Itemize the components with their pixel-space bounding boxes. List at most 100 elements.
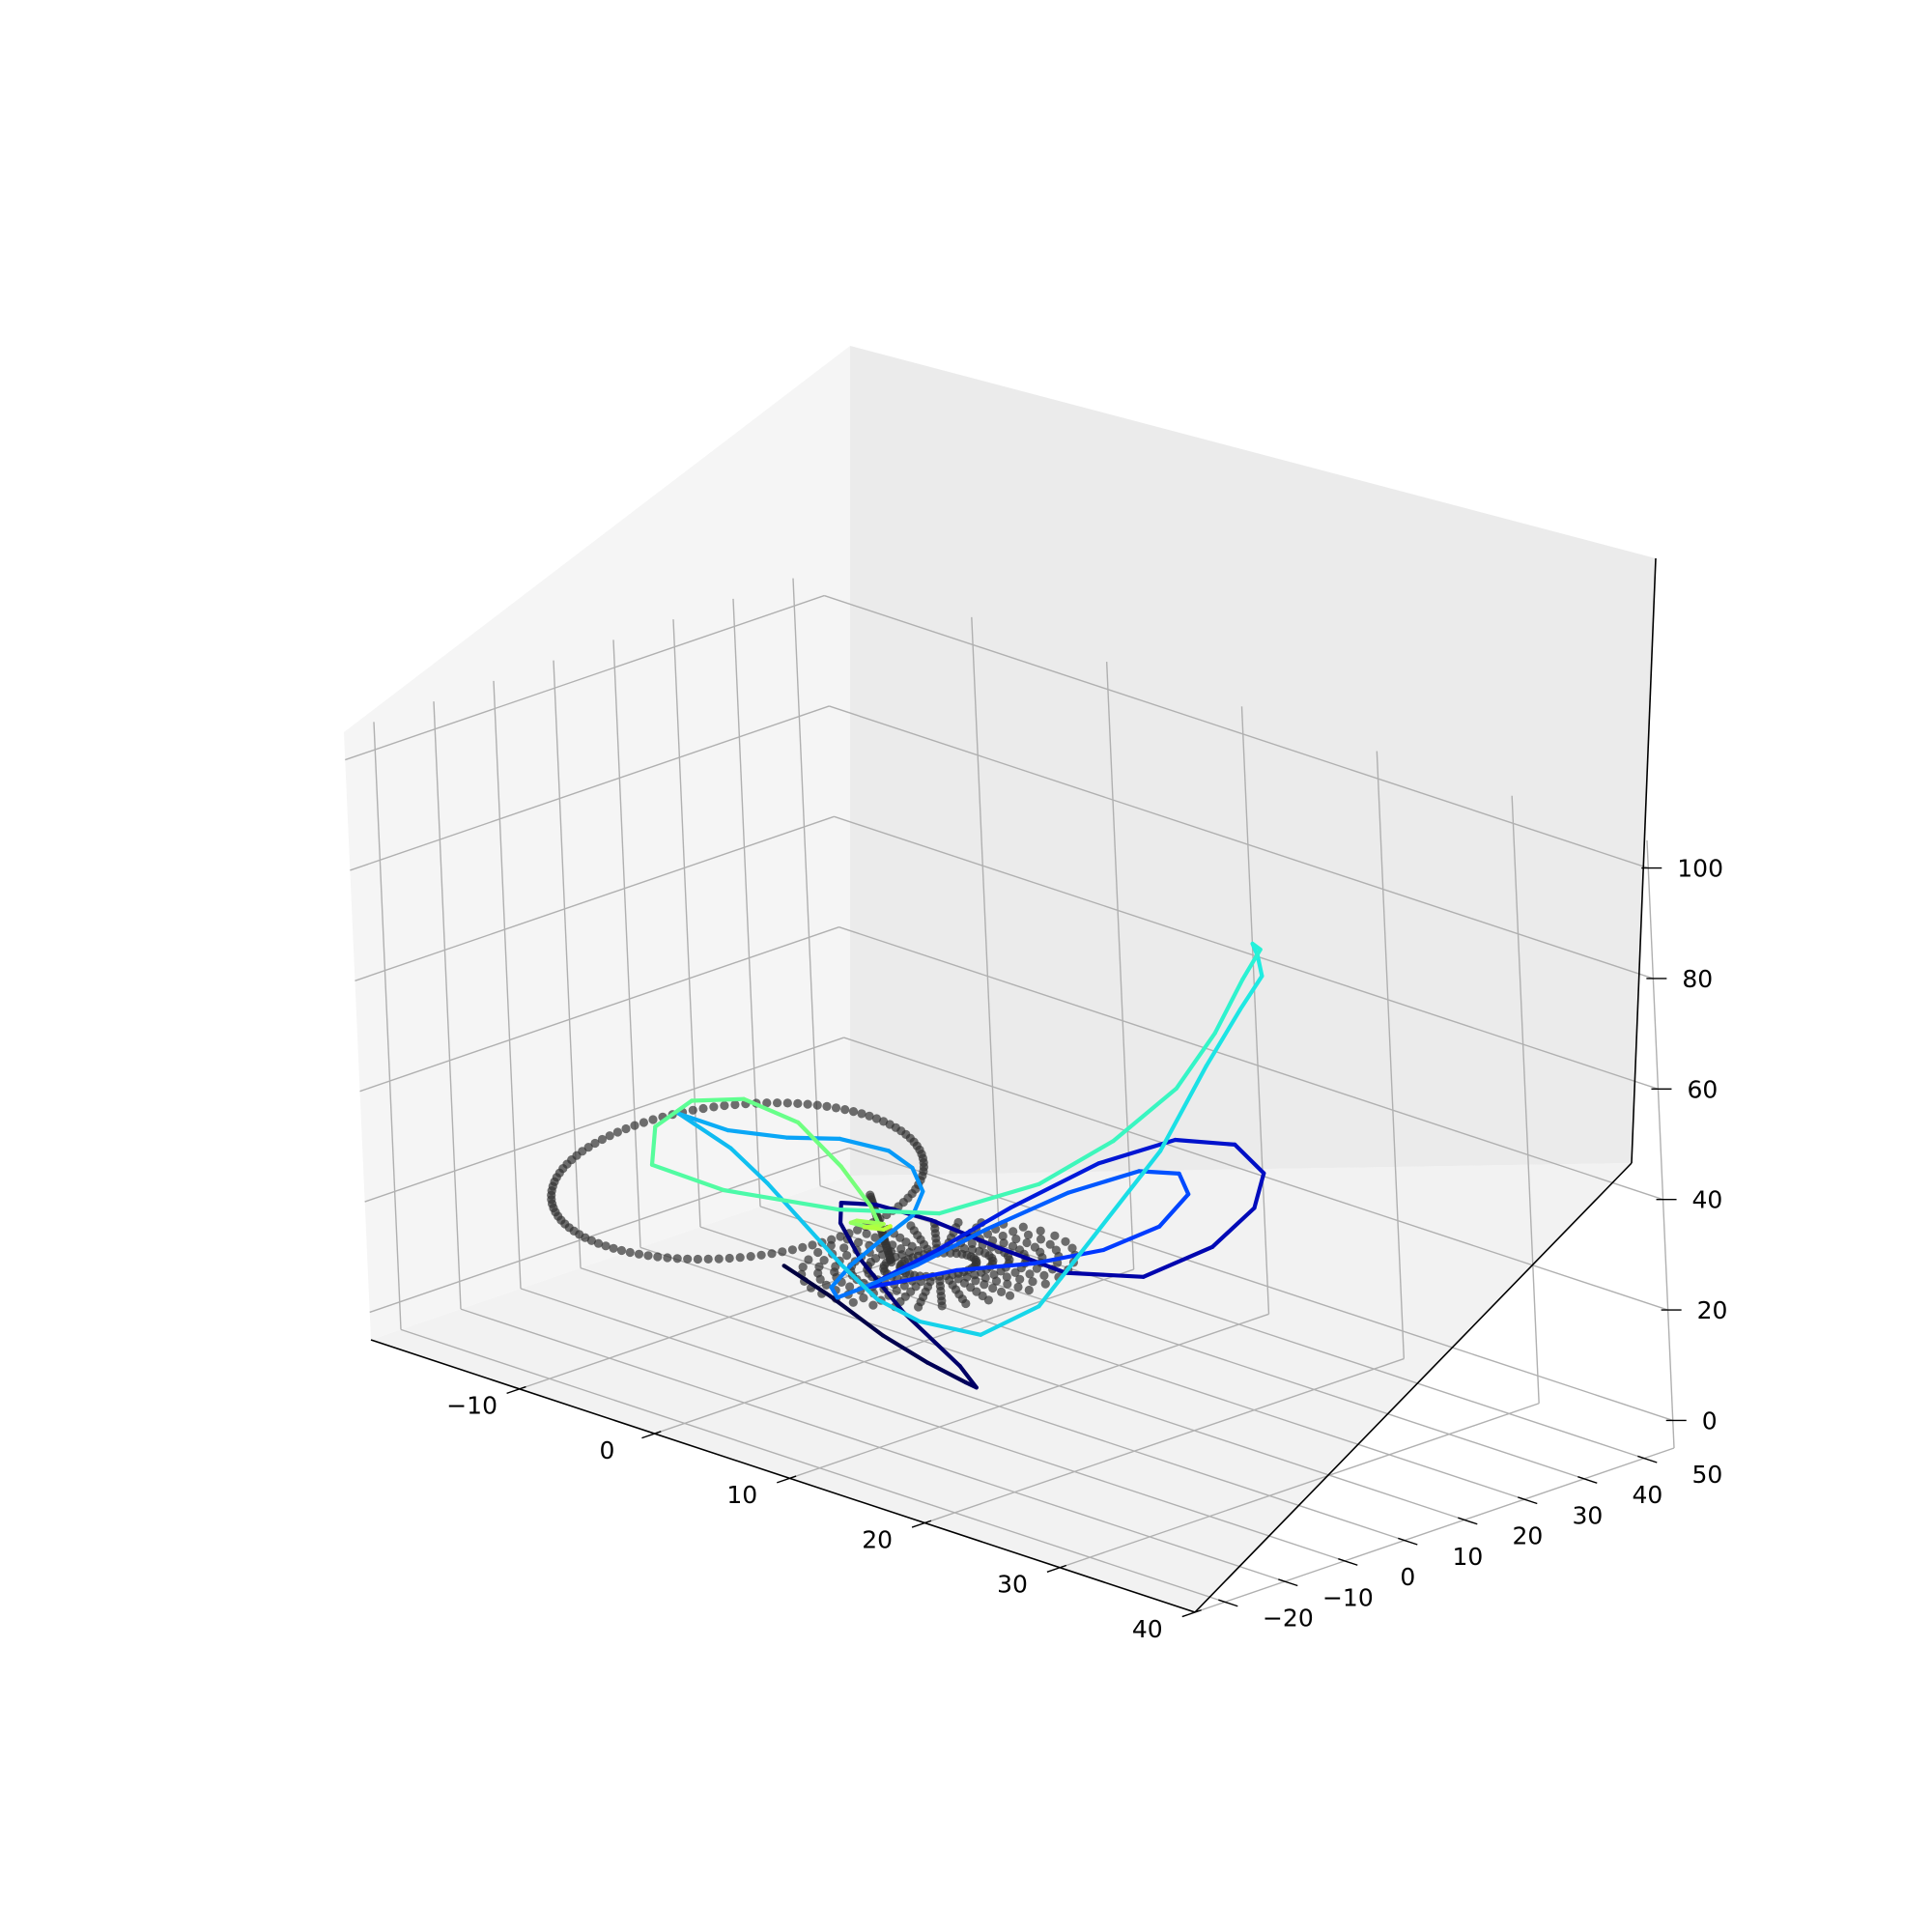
scatter-point xyxy=(989,1269,999,1280)
x-tick xyxy=(641,1431,662,1439)
scatter-point xyxy=(870,1233,880,1242)
scatter-point xyxy=(597,1134,608,1145)
y-tick-label: 30 xyxy=(1572,1501,1603,1529)
x-tick xyxy=(911,1520,932,1528)
x-tick-label: 40 xyxy=(1132,1615,1163,1643)
x-tick-label: 30 xyxy=(997,1571,1028,1599)
trajectory-segment xyxy=(1065,1169,1142,1195)
scatter-point xyxy=(1003,1279,1012,1289)
scatter-point xyxy=(840,1105,850,1115)
scatter-point xyxy=(730,1099,740,1110)
x-tick xyxy=(1046,1564,1067,1573)
trajectory-segment xyxy=(953,1261,1037,1273)
y-tick-label: −20 xyxy=(1263,1605,1314,1633)
y-grid-floor xyxy=(400,1328,1226,1604)
scatter-point xyxy=(853,1225,863,1235)
trajectory-segment xyxy=(875,1297,923,1324)
trajectory-segment xyxy=(802,1221,843,1267)
scatter-point xyxy=(836,1232,845,1241)
trajectory-segment xyxy=(838,1200,843,1226)
trajectory-segment xyxy=(781,1264,833,1298)
x-tick-label: 10 xyxy=(726,1481,757,1509)
scatter-point xyxy=(1015,1245,1025,1255)
y-tick xyxy=(1458,1517,1478,1525)
floor-pane xyxy=(371,1163,1632,1612)
scatter-point xyxy=(1050,1231,1060,1240)
y-grid-floor xyxy=(639,1246,1465,1521)
scatter-point xyxy=(586,1236,597,1245)
scatter-point xyxy=(862,1229,871,1238)
scatter-point xyxy=(812,1100,822,1110)
trajectory-segment xyxy=(895,1267,959,1285)
scatter-point xyxy=(625,1247,635,1258)
trajectory-segment xyxy=(838,1262,880,1302)
trajectory-segment xyxy=(1092,1149,1163,1238)
scatter-point xyxy=(1015,1274,1025,1284)
scatter-point xyxy=(859,1293,868,1303)
scatter-point xyxy=(1013,1282,1023,1292)
scatter-point xyxy=(590,1138,600,1149)
scatter-point xyxy=(724,1253,734,1264)
scatter-point xyxy=(630,1121,639,1130)
scatter-point xyxy=(787,1245,798,1255)
scatter-point xyxy=(854,1237,864,1247)
trajectory-segment xyxy=(984,1190,1071,1232)
y-tick-label: 0 xyxy=(1400,1563,1415,1591)
z-tick-label: 80 xyxy=(1682,965,1713,993)
scatter-point xyxy=(822,1101,832,1111)
trajectory-segment xyxy=(1177,1171,1191,1197)
scatter-point xyxy=(773,1098,782,1108)
scatter-point xyxy=(683,1254,693,1264)
trajectory-segment xyxy=(997,1245,1068,1275)
trajectory-segment xyxy=(649,1162,726,1193)
trajectory-segment xyxy=(934,1205,1013,1253)
trajectory-segment xyxy=(1212,977,1245,1036)
scatter-point xyxy=(601,1241,611,1251)
y-grid-floor xyxy=(759,1206,1585,1480)
trajectory-segment xyxy=(937,1181,1041,1216)
z-grid-side xyxy=(369,1147,849,1314)
scatter-point xyxy=(1024,1285,1034,1295)
data-layer xyxy=(547,941,1266,1390)
trajectory-segment xyxy=(721,1187,841,1212)
scatter-point xyxy=(1028,1277,1037,1287)
scatter-point xyxy=(999,1238,1009,1248)
trajectory-segment xyxy=(917,1319,983,1337)
z-grid-back xyxy=(824,594,1649,869)
x-axis-line xyxy=(370,1339,1196,1613)
scatter-point xyxy=(819,1256,829,1265)
trajectory-segment xyxy=(1173,1137,1237,1148)
scatter-point xyxy=(1036,1226,1045,1236)
scatter-point xyxy=(698,1103,708,1114)
scatter-point xyxy=(735,1253,745,1263)
scatter-point xyxy=(648,1115,658,1124)
scatter-point xyxy=(813,1247,823,1258)
scatter-point xyxy=(1067,1243,1077,1253)
x-grid-wall xyxy=(971,616,1000,1225)
trajectory-segment xyxy=(828,1293,886,1338)
trajectory-segment xyxy=(1031,1247,1106,1266)
scatter-point xyxy=(826,1240,836,1250)
trajectory-segment xyxy=(838,1164,873,1208)
x-grid-floor xyxy=(654,1268,1134,1435)
scatter-point xyxy=(1008,1241,1018,1251)
scatter-point xyxy=(709,1102,719,1112)
y-tick xyxy=(1577,1476,1598,1484)
scatter-point xyxy=(693,1254,703,1264)
z-tick-label: 100 xyxy=(1677,855,1723,883)
trajectory-segment xyxy=(835,1286,865,1300)
scatter-point xyxy=(831,1103,841,1113)
scatter-point xyxy=(997,1287,1007,1296)
scatter-point xyxy=(1036,1235,1046,1244)
scatter-point xyxy=(808,1240,817,1250)
trajectory-segment xyxy=(687,1115,730,1133)
x-tick xyxy=(777,1475,797,1484)
scatter-point xyxy=(688,1105,697,1115)
x-grid-wall xyxy=(1511,795,1540,1404)
scatter-point xyxy=(803,1099,812,1109)
scatter-point xyxy=(1018,1222,1028,1232)
y-tick xyxy=(1278,1578,1298,1587)
scatter-point xyxy=(839,1243,849,1253)
y-grid-wall xyxy=(792,578,821,1186)
